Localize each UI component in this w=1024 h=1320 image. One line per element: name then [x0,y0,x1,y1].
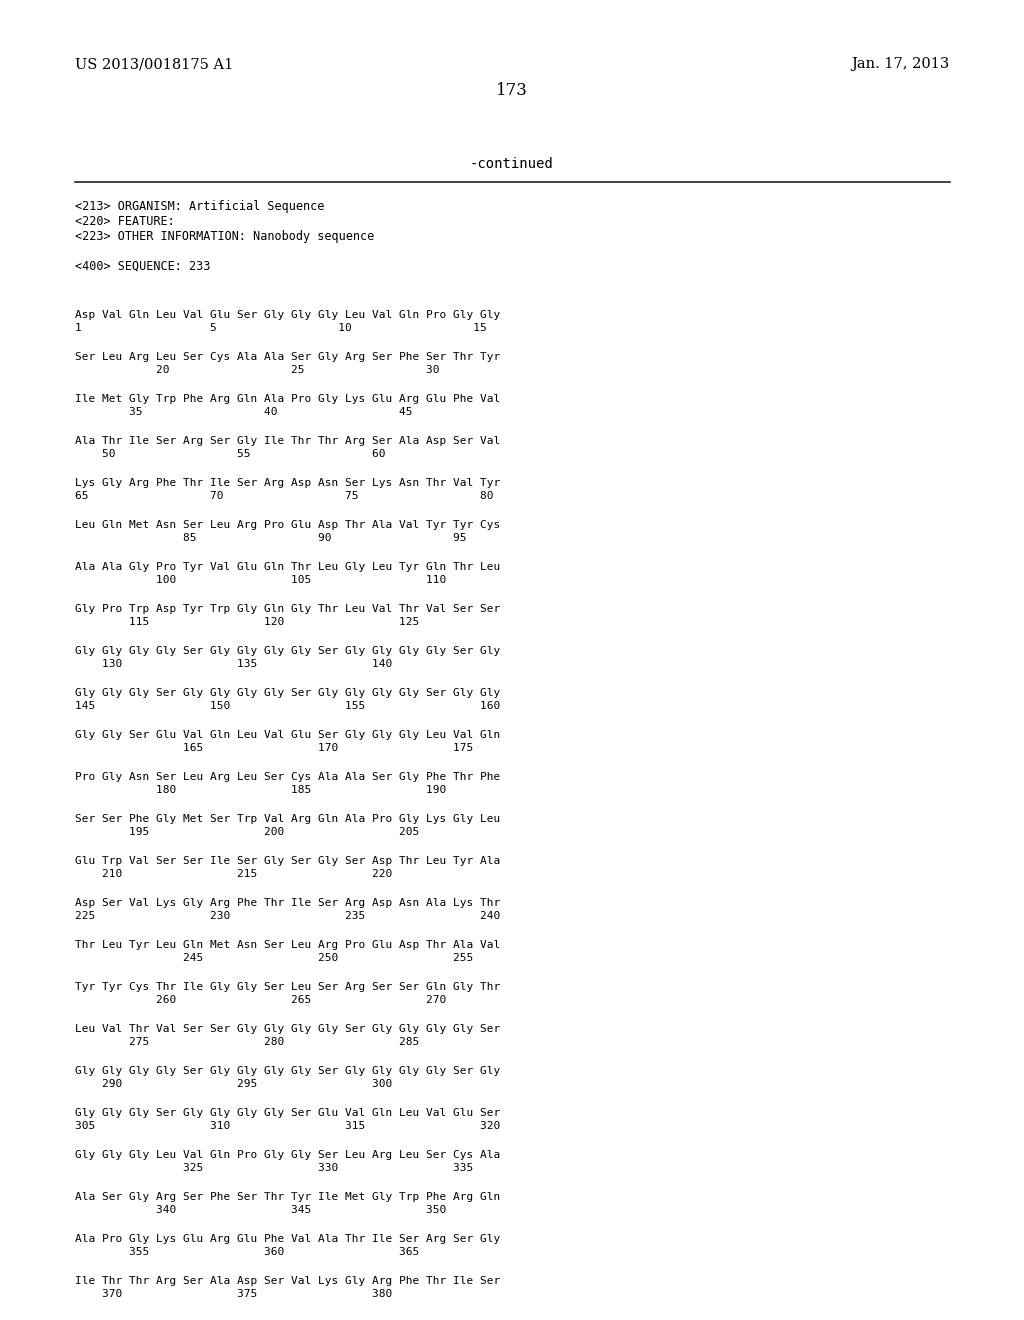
Text: 50                  55                  60: 50 55 60 [75,449,385,459]
Text: <220> FEATURE:: <220> FEATURE: [75,215,175,228]
Text: Ala Thr Ile Ser Arg Ser Gly Ile Thr Thr Arg Ser Ala Asp Ser Val: Ala Thr Ile Ser Arg Ser Gly Ile Thr Thr … [75,436,501,446]
Text: Ser Leu Arg Leu Ser Cys Ala Ala Ser Gly Arg Ser Phe Ser Thr Tyr: Ser Leu Arg Leu Ser Cys Ala Ala Ser Gly … [75,352,501,362]
Text: 130                 135                 140: 130 135 140 [75,659,392,669]
Text: Lys Gly Arg Phe Thr Ile Ser Arg Asp Asn Ser Lys Asn Thr Val Tyr: Lys Gly Arg Phe Thr Ile Ser Arg Asp Asn … [75,478,501,488]
Text: Jan. 17, 2013: Jan. 17, 2013 [852,57,950,71]
Text: 20                  25                  30: 20 25 30 [75,366,439,375]
Text: Leu Gln Met Asn Ser Leu Arg Pro Glu Asp Thr Ala Val Tyr Tyr Cys: Leu Gln Met Asn Ser Leu Arg Pro Glu Asp … [75,520,501,531]
Text: Ala Ala Gly Pro Tyr Val Glu Gln Thr Leu Gly Leu Tyr Gln Thr Leu: Ala Ala Gly Pro Tyr Val Glu Gln Thr Leu … [75,562,501,572]
Text: <223> OTHER INFORMATION: Nanobody sequence: <223> OTHER INFORMATION: Nanobody sequen… [75,230,374,243]
Text: Gly Gly Gly Gly Ser Gly Gly Gly Gly Ser Gly Gly Gly Gly Ser Gly: Gly Gly Gly Gly Ser Gly Gly Gly Gly Ser … [75,645,501,656]
Text: <400> SEQUENCE: 233: <400> SEQUENCE: 233 [75,260,210,273]
Text: Ile Thr Thr Arg Ser Ala Asp Ser Val Lys Gly Arg Phe Thr Ile Ser: Ile Thr Thr Arg Ser Ala Asp Ser Val Lys … [75,1276,501,1286]
Text: 180                 185                 190: 180 185 190 [75,785,446,795]
Text: Gly Gly Gly Leu Val Gln Pro Gly Gly Ser Leu Arg Leu Ser Cys Ala: Gly Gly Gly Leu Val Gln Pro Gly Gly Ser … [75,1150,501,1160]
Text: Thr Leu Tyr Leu Gln Met Asn Ser Leu Arg Pro Glu Asp Thr Ala Val: Thr Leu Tyr Leu Gln Met Asn Ser Leu Arg … [75,940,501,950]
Text: 370                 375                 380: 370 375 380 [75,1290,392,1299]
Text: 275                 280                 285: 275 280 285 [75,1038,419,1047]
Text: 225                 230                 235                 240: 225 230 235 240 [75,911,501,921]
Text: Gly Gly Gly Ser Gly Gly Gly Gly Ser Glu Val Gln Leu Val Glu Ser: Gly Gly Gly Ser Gly Gly Gly Gly Ser Glu … [75,1107,501,1118]
Text: 35                  40                  45: 35 40 45 [75,407,413,417]
Text: 340                 345                 350: 340 345 350 [75,1205,446,1214]
Text: 260                 265                 270: 260 265 270 [75,995,446,1005]
Text: 290                 295                 300: 290 295 300 [75,1078,392,1089]
Text: Tyr Tyr Cys Thr Ile Gly Gly Ser Leu Ser Arg Ser Ser Gln Gly Thr: Tyr Tyr Cys Thr Ile Gly Gly Ser Leu Ser … [75,982,501,993]
Text: 115                 120                 125: 115 120 125 [75,616,419,627]
Text: 65                  70                  75                  80: 65 70 75 80 [75,491,494,502]
Text: <213> ORGANISM: Artificial Sequence: <213> ORGANISM: Artificial Sequence [75,201,325,213]
Text: Gly Pro Trp Asp Tyr Trp Gly Gln Gly Thr Leu Val Thr Val Ser Ser: Gly Pro Trp Asp Tyr Trp Gly Gln Gly Thr … [75,605,501,614]
Text: 245                 250                 255: 245 250 255 [75,953,473,964]
Text: Leu Val Thr Val Ser Ser Gly Gly Gly Gly Ser Gly Gly Gly Gly Ser: Leu Val Thr Val Ser Ser Gly Gly Gly Gly … [75,1024,501,1034]
Text: 145                 150                 155                 160: 145 150 155 160 [75,701,501,711]
Text: Ser Ser Phe Gly Met Ser Trp Val Arg Gln Ala Pro Gly Lys Gly Leu: Ser Ser Phe Gly Met Ser Trp Val Arg Gln … [75,814,501,824]
Text: Asp Val Gln Leu Val Glu Ser Gly Gly Gly Leu Val Gln Pro Gly Gly: Asp Val Gln Leu Val Glu Ser Gly Gly Gly … [75,310,501,319]
Text: 210                 215                 220: 210 215 220 [75,869,392,879]
Text: Ile Met Gly Trp Phe Arg Gln Ala Pro Gly Lys Glu Arg Glu Phe Val: Ile Met Gly Trp Phe Arg Gln Ala Pro Gly … [75,393,501,404]
Text: 325                 330                 335: 325 330 335 [75,1163,473,1173]
Text: -continued: -continued [470,157,554,172]
Text: Asp Ser Val Lys Gly Arg Phe Thr Ile Ser Arg Asp Asn Ala Lys Thr: Asp Ser Val Lys Gly Arg Phe Thr Ile Ser … [75,898,501,908]
Text: 173: 173 [496,82,528,99]
Text: 355                 360                 365: 355 360 365 [75,1247,419,1257]
Text: Glu Trp Val Ser Ser Ile Ser Gly Ser Gly Ser Asp Thr Leu Tyr Ala: Glu Trp Val Ser Ser Ile Ser Gly Ser Gly … [75,855,501,866]
Text: 305                 310                 315                 320: 305 310 315 320 [75,1121,501,1131]
Text: Gly Gly Gly Gly Ser Gly Gly Gly Gly Ser Gly Gly Gly Gly Ser Gly: Gly Gly Gly Gly Ser Gly Gly Gly Gly Ser … [75,1067,501,1076]
Text: 85                  90                  95: 85 90 95 [75,533,467,543]
Text: 100                 105                 110: 100 105 110 [75,576,446,585]
Text: Ala Ser Gly Arg Ser Phe Ser Thr Tyr Ile Met Gly Trp Phe Arg Gln: Ala Ser Gly Arg Ser Phe Ser Thr Tyr Ile … [75,1192,501,1203]
Text: Gly Gly Gly Ser Gly Gly Gly Gly Ser Gly Gly Gly Gly Ser Gly Gly: Gly Gly Gly Ser Gly Gly Gly Gly Ser Gly … [75,688,501,698]
Text: US 2013/0018175 A1: US 2013/0018175 A1 [75,57,233,71]
Text: 195                 200                 205: 195 200 205 [75,828,419,837]
Text: Pro Gly Asn Ser Leu Arg Leu Ser Cys Ala Ala Ser Gly Phe Thr Phe: Pro Gly Asn Ser Leu Arg Leu Ser Cys Ala … [75,772,501,781]
Text: 1                   5                  10                  15: 1 5 10 15 [75,323,486,333]
Text: Ala Pro Gly Lys Glu Arg Glu Phe Val Ala Thr Ile Ser Arg Ser Gly: Ala Pro Gly Lys Glu Arg Glu Phe Val Ala … [75,1234,501,1243]
Text: 165                 170                 175: 165 170 175 [75,743,473,752]
Text: Gly Gly Ser Glu Val Gln Leu Val Glu Ser Gly Gly Gly Leu Val Gln: Gly Gly Ser Glu Val Gln Leu Val Glu Ser … [75,730,501,741]
